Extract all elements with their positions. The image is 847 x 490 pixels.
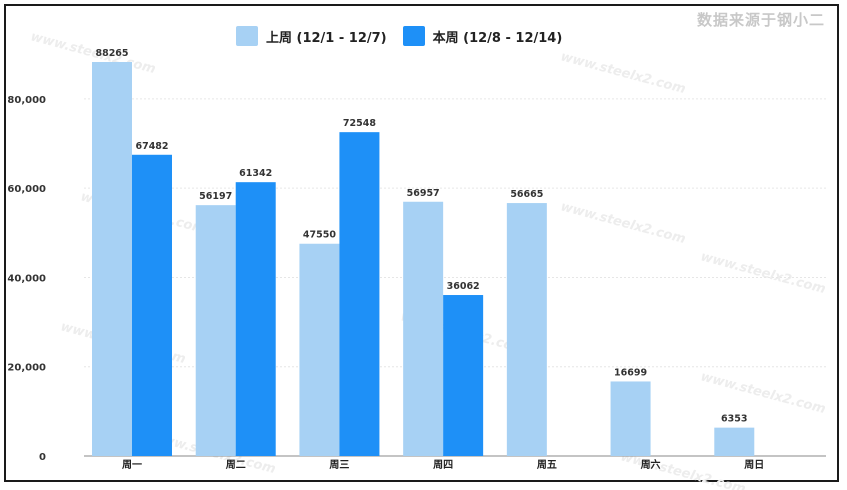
- legend-swatch-last-week: [236, 26, 258, 46]
- y-tick-label: 0: [39, 452, 46, 463]
- watermark-text: www.steelx2.com: [699, 249, 827, 297]
- bar-last-week: [610, 381, 651, 456]
- data-label-last-week: 56665: [510, 189, 543, 200]
- bar-this-week: [132, 154, 172, 456]
- legend-label-this-week: 本周 (12/8 - 12/14): [432, 30, 563, 46]
- bar-last-week: [506, 203, 547, 456]
- data-label-this-week: 72548: [343, 118, 376, 129]
- y-tick-label: 20,000: [7, 363, 46, 374]
- data-label-this-week: 67482: [135, 141, 168, 152]
- bar-last-week: [92, 62, 132, 456]
- data-label-last-week: 56197: [199, 191, 232, 202]
- x-category-label: 周四: [433, 459, 453, 471]
- bar-this-week: [339, 132, 380, 456]
- data-label-this-week: 36062: [447, 281, 480, 292]
- data-label-last-week: 56957: [407, 188, 440, 199]
- watermark-text: www.steelx2.com: [559, 199, 687, 247]
- y-tick-label: 80,000: [7, 95, 46, 106]
- data-label-last-week: 6353: [721, 414, 747, 425]
- bar-last-week: [299, 243, 340, 456]
- legend-swatch-this-week: [402, 26, 425, 46]
- chart-legend: 上周 (12/1 - 12/7) 本周 (12/8 - 12/14): [236, 26, 578, 46]
- bar-this-week: [235, 182, 276, 457]
- legend-label-last-week: 上周 (12/1 - 12/7): [266, 30, 387, 46]
- data-label-last-week: 88265: [95, 48, 128, 59]
- watermark-text: www.steelx2.com: [559, 49, 687, 97]
- data-source-note: 数据来源于钢小二: [696, 11, 825, 29]
- legend-item-this-week[interactable]: 本周 (12/8 - 12/14): [402, 26, 563, 46]
- y-tick-label: 40,000: [7, 273, 46, 284]
- data-label-last-week: 16699: [614, 367, 647, 378]
- legend-item-last-week[interactable]: 上周 (12/1 - 12/7): [236, 26, 387, 46]
- x-category-label: 周三: [329, 459, 349, 471]
- data-label-last-week: 47550: [303, 230, 336, 241]
- x-category-label: 周六: [641, 458, 661, 471]
- watermark-text: www.steelx2.com: [699, 369, 827, 417]
- bar-last-week: [714, 427, 755, 456]
- bar-last-week: [403, 201, 444, 456]
- bar-this-week: [443, 295, 484, 456]
- x-category-label: 周日: [744, 459, 764, 471]
- bar-last-week: [195, 205, 236, 456]
- x-category-label: 周五: [537, 459, 557, 471]
- x-category-label: 周一: [122, 459, 142, 471]
- y-tick-label: 60,000: [7, 184, 46, 195]
- data-label-this-week: 61342: [239, 168, 272, 179]
- x-category-label: 周二: [226, 459, 246, 471]
